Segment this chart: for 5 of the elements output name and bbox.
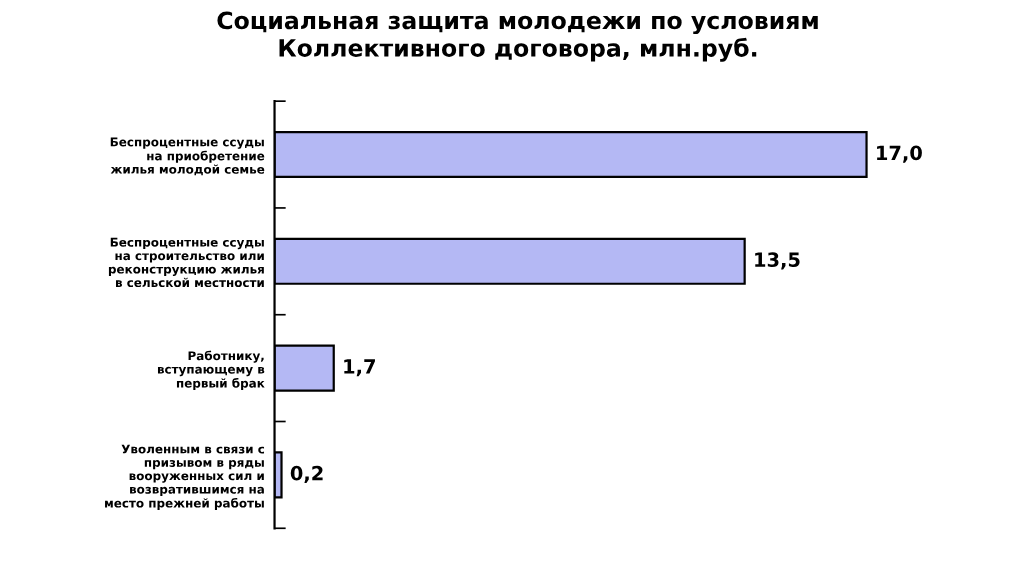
chart-title: Социальная защита молодежи по условиям Коллективного договора, млн.руб. (217, 11, 818, 62)
data-label: 0,2 (290, 465, 323, 484)
data-label: 17,0 (877, 145, 922, 163)
data-label: 1,7 (344, 359, 375, 377)
data-label: 13,5 (755, 252, 800, 270)
